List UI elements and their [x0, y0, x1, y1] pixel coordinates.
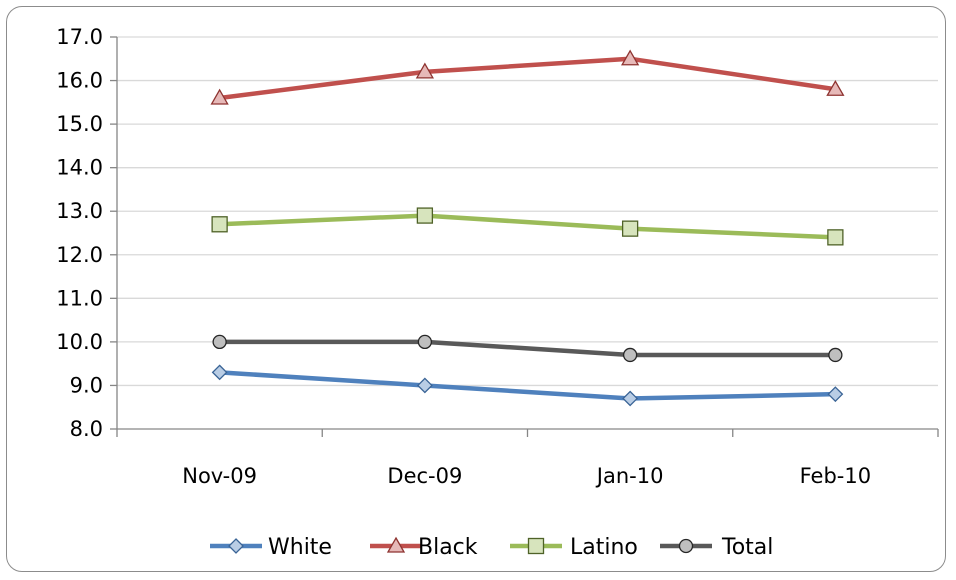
data-point-white	[416, 377, 433, 394]
legend-label-black: Black	[418, 535, 478, 560]
x-tick-label: Nov-09	[182, 464, 257, 488]
series-line-black	[217, 56, 838, 101]
x-axis-ticks: Nov-09 Dec-09 Jan-10 Feb-10	[182, 464, 871, 488]
data-point-latino	[827, 229, 844, 246]
data-point-latino	[621, 220, 639, 237]
series-line-white	[217, 370, 838, 401]
gridlines	[117, 36, 938, 387]
legend-marker-black	[386, 536, 406, 553]
chart-frame	[6, 6, 946, 572]
y-tick-label: 13.0	[56, 199, 103, 223]
series-line-total	[217, 339, 838, 358]
y-tick-label: 9.0	[70, 373, 103, 397]
data-point-black	[621, 49, 640, 66]
data-point-black	[826, 79, 845, 96]
data-point-black	[210, 88, 229, 105]
y-tick-label: 11.0	[56, 286, 103, 310]
y-tick-label: 8.0	[70, 417, 103, 441]
legend: White Black Latino Total	[210, 535, 773, 560]
data-point-total	[828, 347, 843, 363]
legend-label-latino: Latino	[570, 535, 638, 560]
y-tick-label: 17.0	[56, 25, 103, 49]
y-axis-ticks: 8.0 9.0 10.0 11.0 12.0 13.0 14.0 15.0 16.0 17.0	[56, 25, 103, 441]
x-tick-label: Dec-09	[387, 464, 462, 488]
legend-label-total: Total	[721, 535, 773, 560]
y-tick-label: 16.0	[56, 69, 103, 93]
legend-label-white: White	[268, 535, 332, 560]
data-point-white	[211, 364, 228, 381]
data-point-total	[212, 334, 227, 350]
axes	[110, 36, 939, 437]
data-point-black	[415, 62, 434, 79]
legend-marker-white	[228, 538, 244, 554]
data-point-total	[417, 334, 433, 350]
legend-marker-total	[678, 538, 694, 554]
y-tick-label: 12.0	[56, 243, 103, 267]
data-point-white	[827, 386, 844, 403]
y-tick-label: 15.0	[56, 112, 103, 136]
legend-marker-latino	[527, 537, 545, 555]
series-line-latino	[217, 213, 838, 240]
x-tick-label: Jan-10	[595, 464, 664, 488]
data-point-latino	[211, 216, 228, 233]
data-point-latino	[416, 207, 434, 224]
x-tick-label: Feb-10	[800, 464, 871, 488]
y-tick-label: 10.0	[56, 330, 103, 354]
series-group	[210, 49, 845, 407]
data-point-total	[622, 347, 638, 363]
data-point-white	[622, 390, 639, 407]
y-tick-label: 14.0	[56, 156, 103, 180]
